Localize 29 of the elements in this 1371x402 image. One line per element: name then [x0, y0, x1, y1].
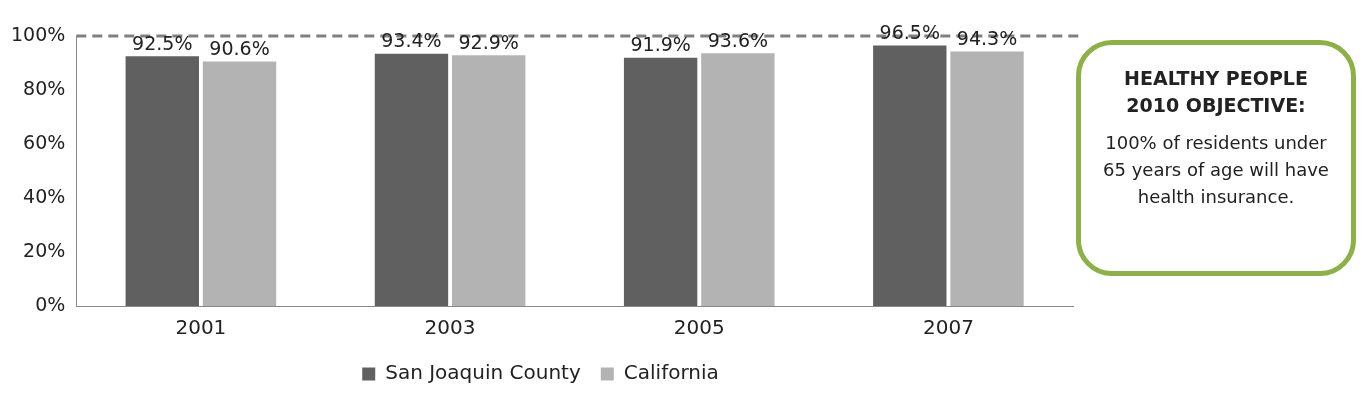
x-tick-label: 2005 — [673, 315, 725, 340]
callout-box: HEALTHY PEOPLE 2010 OBJECTIVE: 100% of residents under 65 years of age will have health insurance. — [1076, 40, 1356, 276]
bar — [374, 53, 449, 306]
bar — [701, 53, 775, 306]
data-label: 91.9% — [630, 33, 691, 56]
bar — [202, 61, 277, 306]
bar — [452, 55, 526, 306]
x-tick-label: 2003 — [424, 315, 476, 340]
y-tick-label: 0% — [35, 292, 66, 315]
data-label: 93.6% — [707, 28, 769, 51]
data-label: 94.3% — [956, 26, 1018, 49]
bar — [125, 56, 199, 306]
data-label: 93.4% — [381, 29, 442, 52]
data-label: 92.5% — [132, 31, 193, 54]
x-tick-label: 2001 — [175, 315, 227, 340]
legend-label: California — [623, 360, 719, 385]
y-tick-label: 100% — [10, 22, 66, 45]
bar — [623, 57, 698, 306]
y-tick-label: 20% — [23, 238, 66, 261]
y-tick-label: 40% — [23, 184, 66, 207]
data-label: 92.9% — [458, 30, 519, 53]
bar — [950, 51, 1024, 306]
x-tick-label: 2007 — [922, 315, 974, 340]
data-label: 96.5% — [879, 20, 940, 43]
data-label: 90.6% — [209, 36, 270, 59]
bar — [873, 45, 947, 306]
y-tick-label: 60% — [23, 130, 66, 153]
y-tick-label: 80% — [23, 76, 66, 99]
legend-label: San Joaquin County — [385, 360, 581, 385]
